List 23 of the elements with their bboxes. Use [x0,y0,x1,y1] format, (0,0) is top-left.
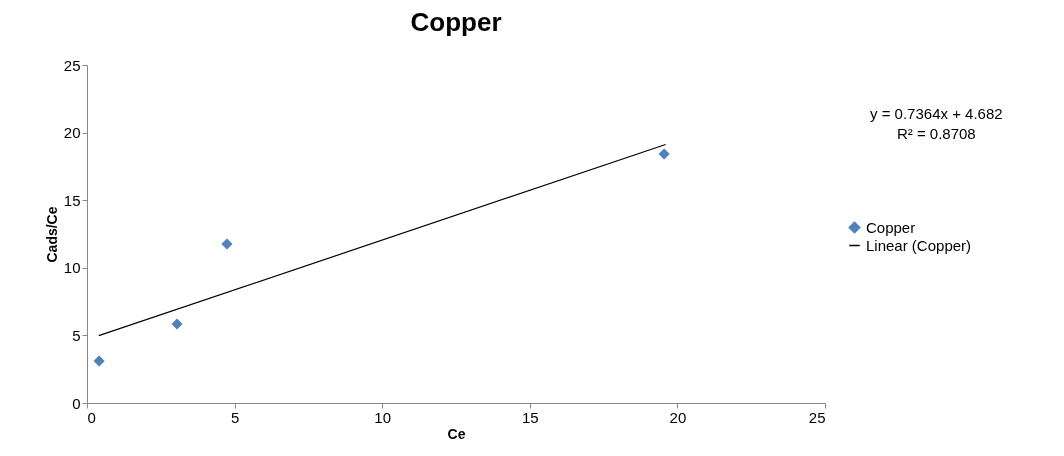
point [658,148,670,160]
x-tick-label: 5 [230,408,240,426]
y-tick-label: 15 [63,191,81,209]
legend-label: Linear (Copper) [866,236,972,254]
point [93,355,105,367]
x-tick-label: 0 [87,408,96,426]
y-tick-label: 10 [63,259,81,277]
y-tick-label: 25 [63,56,81,74]
legend-label: Copper [866,218,916,236]
x-axis-title: Ce [447,425,466,442]
y-axis-title: Cads/Ce [43,206,60,263]
x-tick-label: 15 [521,408,539,426]
text: y = 0.7364x + 4.682 [870,104,1003,124]
y-tick-label: 0 [72,394,81,412]
x-tick-label: 20 [669,408,687,426]
x-tick-label: 25 [808,408,826,426]
chart-title: Copper [410,7,502,37]
y-tick-label: 5 [72,326,81,344]
y-tick-label: 20 [63,124,81,142]
text: R² = 0.8708 [895,124,977,144]
point [171,318,183,330]
x-tick-label: 10 [374,408,392,426]
point [221,238,233,250]
